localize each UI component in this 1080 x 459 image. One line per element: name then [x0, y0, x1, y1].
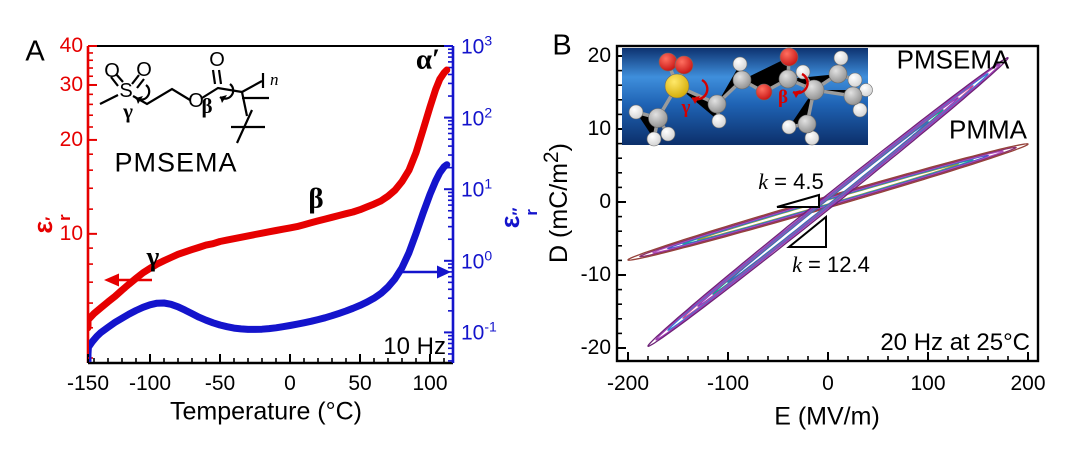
de-loop-pmsema — [655, 63, 1001, 341]
pmsema-3d-model-inset: γ β — [622, 47, 873, 147]
h-atom — [852, 102, 868, 118]
de-loop-pmsema — [667, 73, 989, 331]
slope-triangle-pmsema — [786, 214, 827, 248]
atom-label-o: O — [104, 60, 120, 82]
de-loop-pmma — [666, 154, 990, 250]
structure-beta-label: β — [201, 94, 212, 118]
c-atom — [797, 114, 817, 134]
s-atom — [664, 73, 690, 99]
rotation-arrows — [691, 72, 809, 104]
atom-label-o-ester: O — [188, 90, 204, 112]
arrowhead — [220, 95, 227, 103]
molecule-atoms — [628, 47, 873, 147]
h-atom — [795, 64, 811, 80]
annotation-graphics-group — [104, 193, 827, 287]
de-loops-group — [627, 56, 1029, 348]
c-atom — [828, 64, 848, 84]
h-atom — [660, 126, 676, 142]
c-o-double-bond — [211, 69, 223, 85]
c-atom — [778, 69, 798, 89]
h-atom — [628, 104, 644, 120]
curve-eps_r_prime — [89, 66, 451, 332]
arrowhead — [136, 96, 143, 104]
de-loop-pmsema — [726, 121, 930, 283]
s-o-double-bond — [131, 74, 145, 89]
slope-triangle-pmma — [776, 193, 820, 208]
c-atom — [707, 94, 727, 114]
backbone-bond — [241, 80, 263, 93]
atom-label-s: S — [119, 80, 132, 102]
h-atom — [781, 119, 797, 135]
de-loop-pmma — [696, 163, 960, 241]
h-atom — [847, 72, 863, 88]
inset-beta-label: β — [778, 87, 788, 108]
right-axis-arrow — [437, 265, 451, 279]
o-atom — [674, 55, 694, 75]
pmsema-skeletal-structure: O O S O O γ β n — [99, 49, 279, 144]
left-axis-arrow — [104, 273, 119, 287]
o-atom-ester — [755, 83, 773, 101]
bond — [99, 94, 119, 105]
h-atom — [732, 56, 748, 72]
de-loop-pmma — [627, 143, 1029, 261]
de-loop-pmma — [682, 159, 974, 245]
curve-eps_r_double_prime — [89, 161, 451, 362]
backbone-bond — [235, 109, 254, 144]
o-atom-carbonyl — [779, 47, 799, 67]
axes-group — [86, 44, 1040, 365]
structure-gamma-label: γ — [122, 99, 133, 123]
dielectric-curves-group — [89, 66, 451, 362]
c-atom — [732, 70, 752, 90]
s-o-double-bond — [110, 73, 124, 87]
de-loop-pmma — [652, 150, 1004, 254]
de-loop-pmma — [639, 146, 1017, 258]
inset-gamma-label: γ — [681, 97, 691, 118]
o-atom — [658, 52, 678, 72]
c-atom — [843, 86, 863, 106]
atom-label-o: O — [136, 59, 152, 81]
h-atom — [711, 113, 727, 129]
backbone-bond — [240, 91, 249, 117]
h-atom — [646, 131, 662, 147]
h-atom — [833, 50, 849, 66]
de-loop-pmsema — [647, 56, 1009, 348]
repeat-unit-n: n — [270, 70, 279, 89]
c-atom — [648, 108, 668, 128]
atom-label-o-carbonyl: O — [209, 49, 225, 71]
